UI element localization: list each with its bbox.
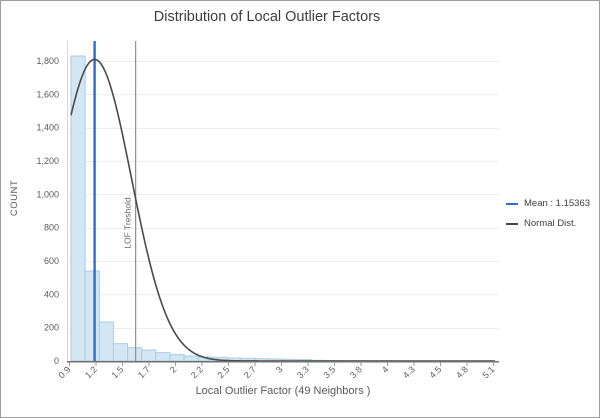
x-tick-label: 4.5: [427, 364, 443, 380]
x-tick-label: 4: [380, 364, 391, 375]
y-tick-label: 600: [44, 256, 59, 266]
y-tick-label: 1,600: [36, 89, 59, 99]
histogram-bar[interactable]: [98, 321, 114, 362]
histogram-bar[interactable]: [84, 270, 100, 362]
x-tick-label: 1.5: [109, 364, 125, 380]
x-tick-label: 2.7: [242, 364, 258, 380]
x-tick-label: 5.1: [480, 364, 496, 380]
x-tick-label: 3.5: [321, 364, 337, 380]
x-tick-label: 4.3: [401, 364, 417, 380]
x-tick-label: 2.5: [215, 364, 231, 380]
y-axis-title: COUNT: [9, 179, 20, 217]
x-tick-label: 0.9: [56, 364, 72, 380]
histogram-bar[interactable]: [183, 355, 199, 362]
histogram-bar[interactable]: [127, 347, 143, 362]
y-tick-label: 0: [54, 356, 59, 366]
x-tick-label: 3.8: [348, 364, 364, 380]
x-tick-label: 4.8: [454, 364, 470, 380]
x-axis-title: Local Outlier Factor (49 Neighbors ): [195, 385, 371, 397]
mean-line-swatch: [506, 202, 518, 205]
chart-title: Distribution of Local Outlier Factors: [153, 9, 381, 25]
y-tick-label: 1,400: [36, 123, 59, 133]
normal-dist-swatch: [506, 222, 518, 225]
y-tick-label: 1,200: [36, 156, 59, 166]
y-tick-label: 1,000: [36, 189, 59, 199]
y-tick-label: 1,800: [36, 56, 59, 66]
normal-dist-curve: [70, 58, 496, 362]
histogram-bar[interactable]: [112, 343, 129, 362]
legend-label-normal-dist: Normal Dist.: [524, 218, 577, 229]
histogram-bar[interactable]: [141, 349, 157, 362]
x-tick-label: 1.2: [83, 364, 99, 380]
legend-item-mean[interactable]: Mean : 1.15363: [506, 198, 590, 209]
x-tick-label: 3: [274, 364, 285, 375]
x-tick-label: 1.7: [136, 364, 152, 380]
legend-label-mean: Mean : 1.15363: [524, 198, 591, 209]
x-tick-label: 2.2: [189, 364, 205, 380]
y-tick-label: 200: [44, 323, 59, 333]
y-tick-label: 400: [44, 289, 59, 299]
y-tick-label: 800: [44, 223, 59, 233]
histogram-bar[interactable]: [70, 55, 86, 362]
threshold-label: LOF Treshold: [123, 197, 133, 249]
histogram-bar[interactable]: [169, 354, 185, 362]
legend: Mean : 1.15363 Normal Dist.: [506, 198, 590, 229]
x-tick-label: 2: [168, 364, 179, 375]
x-tick-label: 3.3: [295, 364, 311, 380]
legend-item-normal-dist[interactable]: Normal Dist.: [506, 218, 590, 229]
histogram-bar[interactable]: [155, 352, 171, 362]
